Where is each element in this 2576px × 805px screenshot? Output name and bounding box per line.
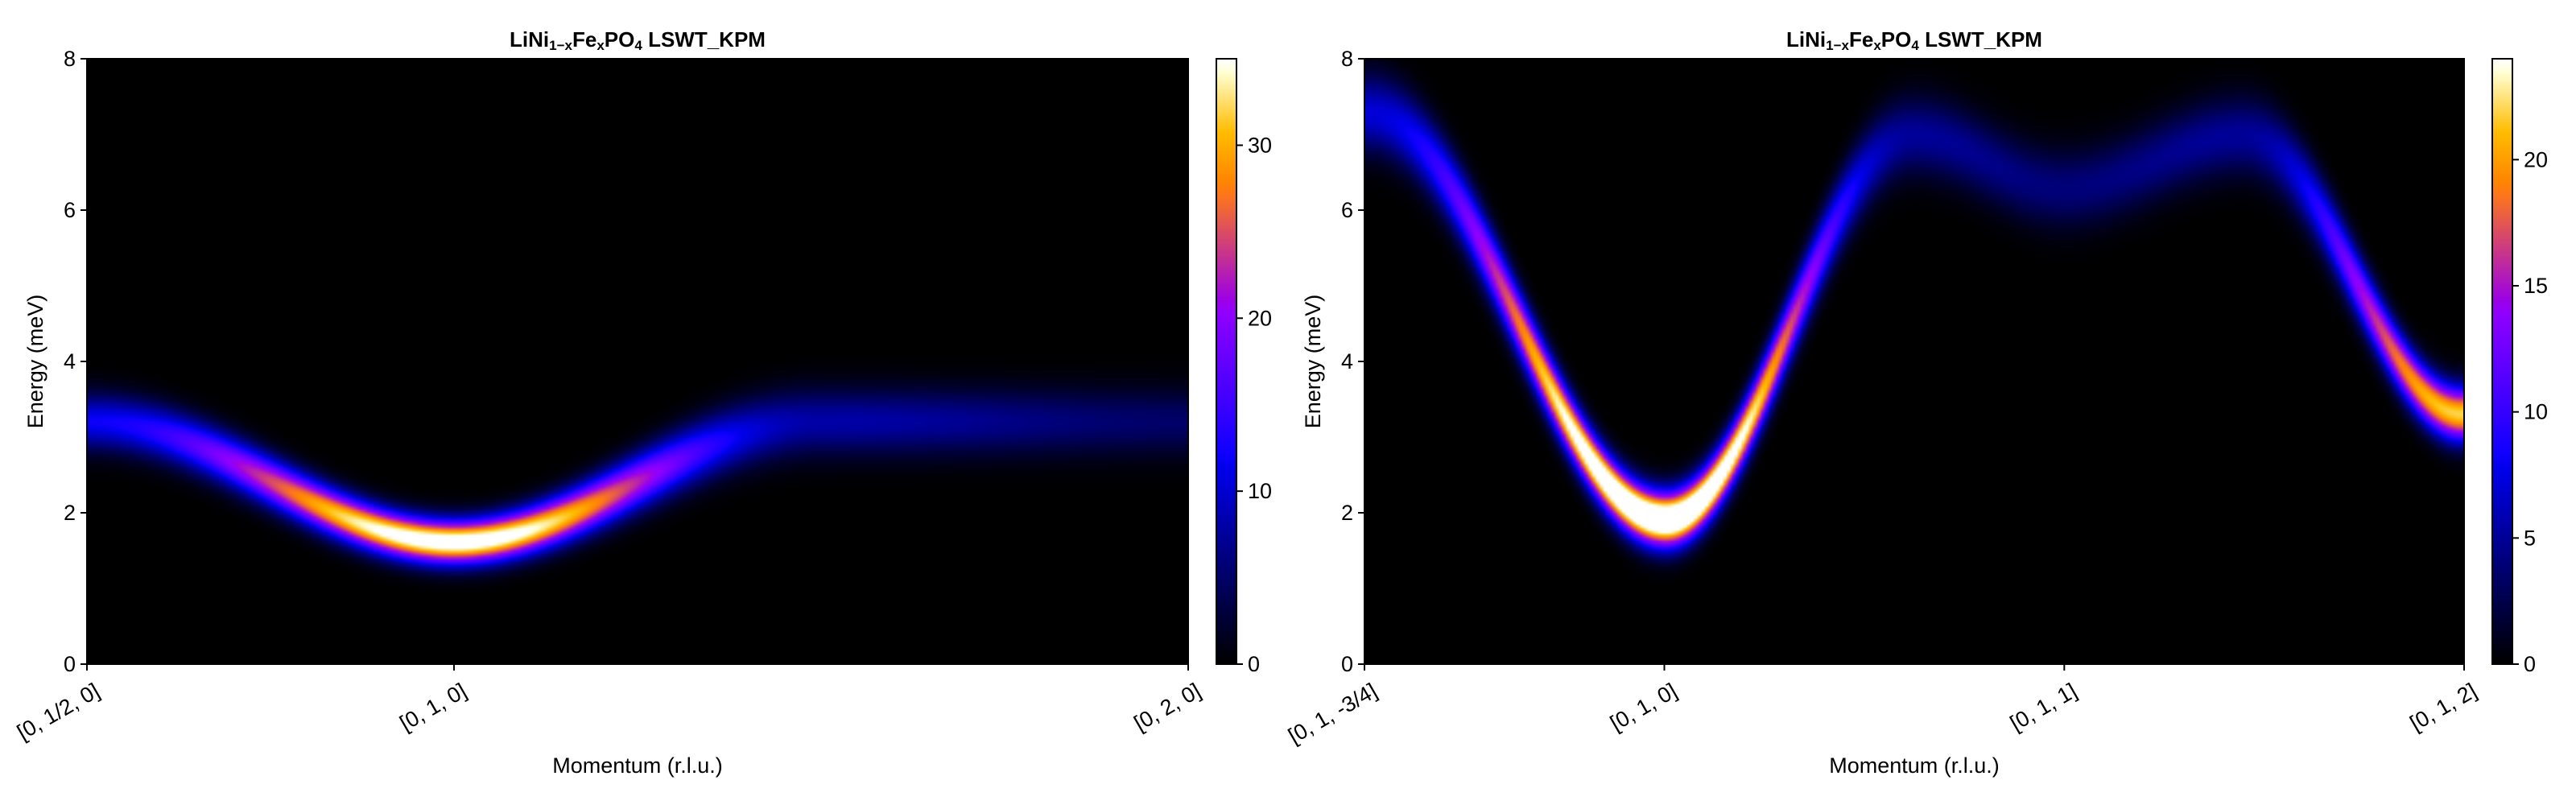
x-tick-label: [0, 1, -3/4] — [1284, 679, 1381, 749]
x-tick-label: [0, 1, 0] — [1606, 679, 1681, 736]
title-segment: Fe — [1849, 27, 1873, 52]
x-axis-label: Momentum (r.l.u.) — [552, 753, 723, 778]
title-segment: LiNi — [1786, 27, 1826, 52]
y-tick-label: 8 — [64, 47, 76, 71]
colorbar — [1216, 59, 1236, 664]
x-tick-label: [0, 1, 1] — [2006, 679, 2081, 736]
title-segment: LiNi — [510, 27, 549, 52]
colorbar-tick-label: 10 — [2524, 400, 2548, 424]
chart-panel-left: LiNi1−xFexPO4 LSWT_KPM 0 2 4 6 8 [0, 1/2, 0] [0… — [0, 0, 1288, 805]
y-tick-label: 0 — [1341, 652, 1353, 676]
y-tick-label: 2 — [1341, 501, 1353, 525]
y-tick-label: 8 — [1341, 47, 1353, 71]
chart-title: LiNi1−xFexPO4 LSWT_KPM — [510, 27, 766, 53]
y-tick-label: 4 — [1341, 349, 1353, 374]
chart-panel-right: LiNi1−xFexPO4 LSWT_KPM 0 2 4 6 8 [0, 1, -3/4][… — [1288, 0, 2576, 805]
title-subscript: 1−x — [1826, 38, 1849, 53]
y-tick-label: 2 — [64, 501, 76, 525]
title-segment: PO — [1881, 27, 1912, 52]
title-segment: LSWT_KPM — [1919, 27, 2042, 52]
x-tick-label: [0, 2, 0] — [1130, 679, 1205, 736]
colorbar-tick-label: 20 — [2524, 147, 2548, 171]
heatmap-image — [87, 59, 1188, 664]
title-segment: Fe — [572, 27, 597, 52]
colorbar-tick-label: 0 — [2524, 652, 2536, 676]
colorbar-tick-label: 5 — [2524, 526, 2536, 550]
y-axis-label: Energy (meV) — [23, 295, 47, 429]
chart-title: LiNi1−xFexPO4 LSWT_KPM — [1786, 27, 2042, 53]
title-segment: LSWT_KPM — [642, 27, 766, 52]
title-subscript: 1−x — [549, 38, 572, 53]
y-tick-label: 4 — [64, 349, 76, 374]
colorbar-tick-label: 0 — [1248, 652, 1260, 676]
colorbar-tick-label: 10 — [1248, 479, 1272, 503]
x-tick-label: [0, 1, 0] — [396, 679, 471, 736]
x-tick-label: [0, 1, 2] — [2406, 679, 2481, 736]
colorbar-tick-label: 20 — [1248, 306, 1272, 330]
colorbar-tick-label: 30 — [1248, 133, 1272, 157]
colorbar — [2492, 59, 2512, 664]
y-tick-label: 6 — [64, 198, 76, 222]
title-segment: PO — [605, 27, 635, 52]
y-tick-label: 6 — [1341, 198, 1353, 222]
x-axis-label: Momentum (r.l.u.) — [1829, 753, 2000, 778]
heatmap-chart-left: LiNi1−xFexPO4 LSWT_KPM 0 2 4 6 8 [0, 1/2, 0] [0… — [0, 0, 1288, 805]
x-tick-label: [0, 1/2, 0] — [13, 679, 103, 745]
heatmap-image — [1364, 59, 2464, 664]
colorbar-tick-label: 15 — [2524, 274, 2548, 298]
y-axis-label: Energy (meV) — [1301, 295, 1325, 429]
y-tick-label: 0 — [64, 652, 76, 676]
